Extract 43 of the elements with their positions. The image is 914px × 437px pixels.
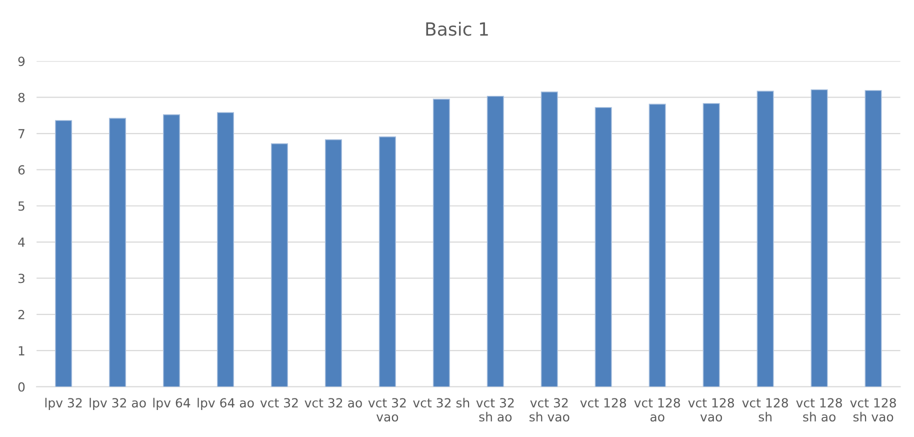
bar — [216, 112, 234, 387]
x-tick-label: lpv 64 ao — [198, 398, 254, 410]
bar — [109, 118, 126, 387]
y-tick-label: 8 — [18, 92, 25, 102]
bar — [378, 136, 396, 387]
x-tick-label: vct 32 vao — [368, 398, 406, 422]
y-tick-label: 1 — [18, 346, 24, 356]
bar — [324, 139, 342, 387]
x-tick-label: lpv 32 ao — [90, 398, 146, 410]
bar — [432, 98, 450, 387]
y-tick-label: 0 — [18, 382, 25, 392]
x-tick-label: vct 128 sh — [742, 398, 788, 422]
y-tick-label: 9 — [18, 56, 25, 66]
x-tick-label: vct 128 sh ao — [796, 398, 842, 422]
y-tick-label: 6 — [18, 165, 25, 175]
x-tick-label: vct 32 — [260, 398, 298, 408]
x-tick-label: vct 32 sh — [413, 398, 470, 408]
x-tick-label: lpv 32 — [45, 398, 82, 410]
bar — [594, 107, 612, 387]
x-tick-label: vct 128 vao — [688, 398, 734, 422]
x-tick-label: vct 128 ao — [634, 398, 680, 422]
bar — [55, 120, 72, 387]
bar — [702, 103, 720, 387]
x-tick-label: vct 128 sh vao — [850, 398, 896, 422]
y-tick-label: 4 — [18, 238, 25, 247]
bar — [540, 92, 558, 387]
chart-title: Basic 1 — [426, 22, 488, 36]
x-tick-label: vct 32 sh ao — [476, 398, 514, 422]
bar — [810, 89, 828, 387]
y-tick-label: 7 — [18, 129, 24, 138]
bar — [163, 114, 180, 387]
bar — [756, 90, 774, 387]
bar — [270, 143, 288, 387]
x-tick-label: vct 32 sh vao — [530, 398, 570, 422]
bar — [864, 90, 882, 387]
x-tick-label: vct 32 ao — [304, 398, 362, 408]
x-tick-label: lpv 64 — [153, 398, 190, 410]
bar — [486, 96, 504, 387]
x-tick-label: vct 128 — [580, 398, 626, 408]
y-tick-label: 3 — [18, 274, 24, 284]
bar — [648, 104, 666, 387]
y-tick-label: 5 — [18, 202, 24, 211]
y-tick-label: 2 — [18, 310, 24, 320]
